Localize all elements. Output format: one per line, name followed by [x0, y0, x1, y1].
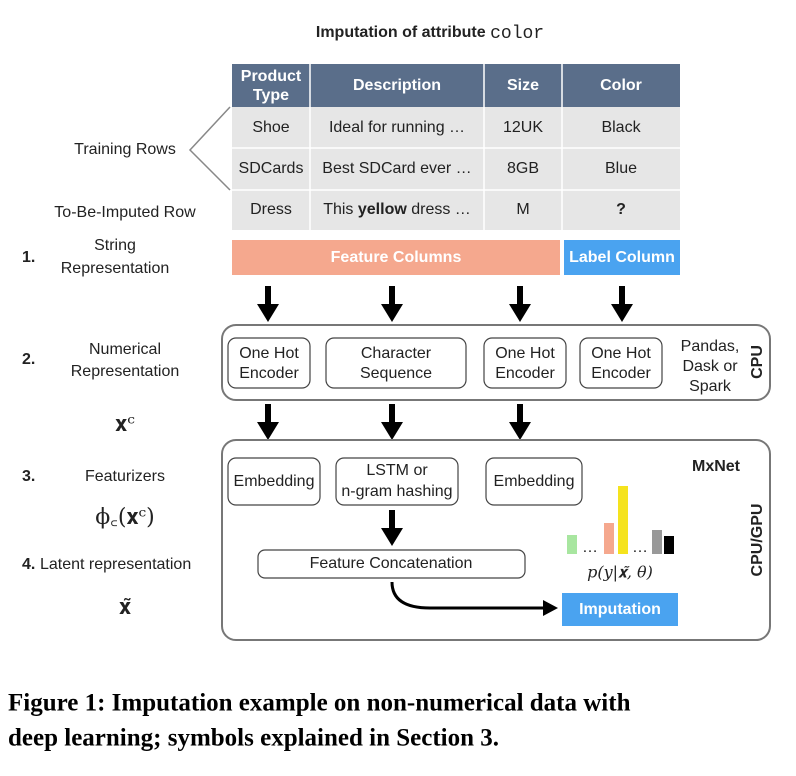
- header-cell: Size: [507, 77, 539, 94]
- symbol: ϕ꜀(𝐱ᶜ): [95, 505, 154, 530]
- cell: This yellow dress …: [323, 201, 471, 218]
- bracket: [188, 106, 231, 191]
- cell: M: [516, 201, 529, 218]
- label-column-label: Label Column: [569, 249, 675, 266]
- framework: Dask or: [682, 358, 738, 375]
- gpu-label: CPU/GPU: [749, 504, 766, 577]
- concat-box: [257, 549, 526, 579]
- cell: Best SDCard ever …: [322, 160, 471, 177]
- featurizer-label: LSTM or: [366, 462, 428, 479]
- feature-columns-label: Feature Columns: [331, 249, 462, 266]
- step-label: Latent representation: [40, 556, 191, 573]
- encoder-label: One Hot: [239, 345, 299, 362]
- table: Product Type Description Size Color Shoe…: [232, 64, 680, 230]
- imputation-box: [562, 593, 678, 626]
- featurizer-box: [335, 457, 459, 506]
- encoder-label: Encoder: [591, 365, 651, 382]
- imputation-label: Imputation: [579, 601, 661, 618]
- cell: SDCards: [239, 160, 304, 177]
- header-cell: Description: [353, 77, 441, 94]
- step-number: 1.: [22, 249, 35, 266]
- concat-label: Feature Concatenation: [310, 555, 473, 572]
- step-label: Numerical: [89, 341, 161, 358]
- cell: 8GB: [507, 160, 539, 177]
- step-number: 4.: [22, 556, 35, 573]
- featurizer-box: [485, 457, 583, 506]
- cell: Dress: [250, 201, 292, 218]
- title-code: color: [490, 24, 544, 44]
- header-cell: Color: [600, 77, 642, 94]
- curved-arrow: [390, 581, 545, 610]
- dots: …: [632, 539, 648, 556]
- arrow: [257, 404, 279, 440]
- dots: …: [582, 539, 598, 556]
- cpu-label: CPU: [749, 345, 766, 379]
- encoder-label: Sequence: [360, 365, 432, 382]
- arrow: [509, 404, 531, 440]
- row-label: Training Rows: [74, 141, 176, 158]
- encoder-box: [227, 337, 311, 389]
- encoder-label: Character: [361, 345, 432, 362]
- cell-text: This: [323, 201, 353, 218]
- caption: Figure 1: Imputation example on non-nume…: [8, 690, 631, 717]
- feature-columns: [232, 240, 560, 275]
- row-label: To-Be-Imputed Row: [54, 204, 196, 221]
- symbol: 𝐱ᶜ: [115, 412, 135, 437]
- cell: Blue: [605, 160, 637, 177]
- caption: deep learning; symbols explained in Sect…: [8, 725, 499, 752]
- arrow: [611, 286, 633, 322]
- encoder-label: Encoder: [239, 365, 299, 382]
- label-column: [564, 240, 680, 275]
- framework: Pandas,: [681, 338, 740, 355]
- table-header: [232, 64, 680, 107]
- featurizer-label: n-gram hashing: [341, 483, 452, 500]
- encoder-label: One Hot: [495, 345, 555, 362]
- arrow: [257, 286, 279, 322]
- framework: Spark: [689, 378, 732, 395]
- arrow: [509, 286, 531, 322]
- header-cell: Type: [253, 87, 289, 104]
- arrow: [381, 286, 403, 322]
- encoder-box: [579, 337, 663, 389]
- step-label: Featurizers: [85, 468, 165, 485]
- featurizer-label: Embedding: [494, 473, 575, 490]
- encoder-box: [483, 337, 567, 389]
- framework: MxNet: [692, 458, 741, 475]
- cell: Ideal for running …: [329, 119, 465, 136]
- figure-title: Imputation of attribute color: [316, 24, 544, 44]
- symbol: 𝐱̃: [119, 595, 131, 620]
- cell: 12UK: [503, 119, 543, 136]
- encoder-label: Encoder: [495, 365, 555, 382]
- arrow-head: [543, 600, 558, 616]
- step-label: String: [94, 237, 136, 254]
- cell: ?: [616, 201, 626, 218]
- header-cell: Product: [241, 68, 302, 85]
- featurizer-box: [227, 457, 321, 506]
- title-text: Imputation of attribute: [316, 24, 486, 41]
- encoder-box: [325, 337, 467, 389]
- step-label: Representation: [71, 363, 180, 380]
- step-label: Representation: [61, 260, 170, 277]
- step-number: 3.: [22, 468, 35, 485]
- arrow: [381, 404, 403, 440]
- cell: Shoe: [252, 119, 289, 136]
- histogram: [567, 486, 674, 554]
- featurizer-label: Embedding: [234, 473, 315, 490]
- table-body: [232, 107, 680, 230]
- cell-bold: yellow: [358, 201, 407, 218]
- probability: p(y|𝐱̃, θ): [587, 563, 653, 582]
- encoder-label: One Hot: [591, 345, 651, 362]
- cell: Black: [601, 119, 641, 136]
- step-number: 2.: [22, 351, 35, 368]
- cell-text: dress …: [411, 201, 471, 218]
